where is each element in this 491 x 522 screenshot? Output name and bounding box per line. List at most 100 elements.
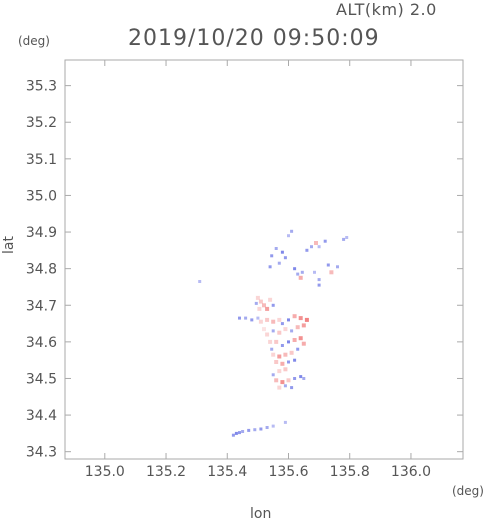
echo-cell [290,386,294,390]
echo-cell [265,306,270,311]
echo-cell [270,347,274,351]
echo-cell [305,248,309,252]
echo-cell [326,263,330,267]
echo-cell [256,316,260,320]
echo-cell [265,426,269,429]
echo-cell [280,250,284,254]
echo-cell [283,327,288,332]
y-tick-label: 35.1 [26,152,57,168]
echo-cell [268,265,272,269]
echo-cell [313,270,316,274]
x-axis-label: lon [250,506,272,522]
echo-cell [277,261,281,265]
echo-cell [283,384,287,388]
echo-cell [287,340,290,344]
echo-cell [262,327,266,332]
echo-cell [289,350,294,355]
y-tick-label: 35.2 [26,115,57,131]
echo-cell [296,347,300,351]
echo-cell [310,245,313,249]
echo-cell [317,283,321,287]
echo-cell [298,336,303,341]
y-tick-label: 35.0 [26,188,57,204]
echo-cell [345,236,349,239]
x-tick-label: 135.8 [330,464,370,480]
echo-layer [198,229,349,437]
echo-cell [258,319,263,324]
echo-cell [277,369,282,374]
echo-cell [198,280,202,283]
plot-frame [64,59,464,460]
echo-cell [271,303,275,307]
echo-cell [271,373,275,377]
echo-cell [314,241,318,245]
altitude-label: ALT(km) 2.0 [336,0,437,19]
echo-cell [274,360,279,364]
echo-cell [250,318,254,322]
echo-cell [280,361,285,366]
echo-cell [302,377,306,380]
echo-cell [304,317,309,322]
echo-cell [277,317,282,322]
echo-cell [238,316,241,320]
echo-cell [277,385,282,390]
echo-cell [280,322,284,326]
echo-cell [277,330,282,335]
echo-cell [277,354,282,359]
y-axis-unit: (deg) [18,34,50,48]
echo-cell [342,237,346,241]
echo-cell [274,378,279,383]
echo-cell [234,431,238,435]
echo-cell [271,329,275,333]
echo-cell [293,377,297,380]
x-tick-label: 135.2 [146,464,186,480]
x-tick-label: 135.4 [207,464,247,480]
echo-cell [283,352,288,357]
y-tick-label: 35.3 [26,79,57,95]
echo-cell [298,316,303,321]
echo-cell [258,299,263,304]
echo-cell [317,278,321,282]
echo-cell [265,332,270,337]
echo-cell [241,430,245,433]
echo-cell [287,360,290,364]
echo-cell [271,319,276,324]
echo-cell [292,314,297,319]
echo-cell [329,270,334,275]
echo-cell [254,301,258,305]
echo-cell [270,254,274,258]
echo-cell [336,265,339,269]
y-tick-label: 34.3 [26,445,57,461]
echo-cell [290,329,294,333]
x-tick-label: 136.0 [391,464,431,480]
x-tick-label: 135.0 [85,464,125,480]
echo-cell [292,338,297,342]
echo-cell [271,352,276,357]
echo-cell [259,427,263,431]
y-tick-label: 34.8 [26,262,57,278]
echo-cell [283,420,287,424]
echo-cell [283,256,287,260]
echo-cell [293,267,297,271]
echo-cell [293,358,297,362]
echo-cell [296,272,300,276]
echo-cell [286,378,291,383]
echo-cell [317,245,321,249]
echo-cell [280,380,285,385]
echo-cell [298,275,303,280]
x-tick-label: 135.6 [268,464,308,480]
echo-cell [280,344,284,347]
echo-cell [253,428,257,432]
y-tick-label: 34.4 [26,408,57,424]
y-tick-label: 34.7 [26,298,57,314]
echo-cell [300,270,304,274]
echo-cell [274,247,278,250]
echo-cell [268,339,273,344]
echo-cell [295,325,300,330]
echo-cell [238,431,241,435]
x-axis-unit: (deg) [452,484,484,498]
echo-cell [290,229,294,233]
echo-cell [287,318,290,322]
echo-cell [244,316,248,320]
